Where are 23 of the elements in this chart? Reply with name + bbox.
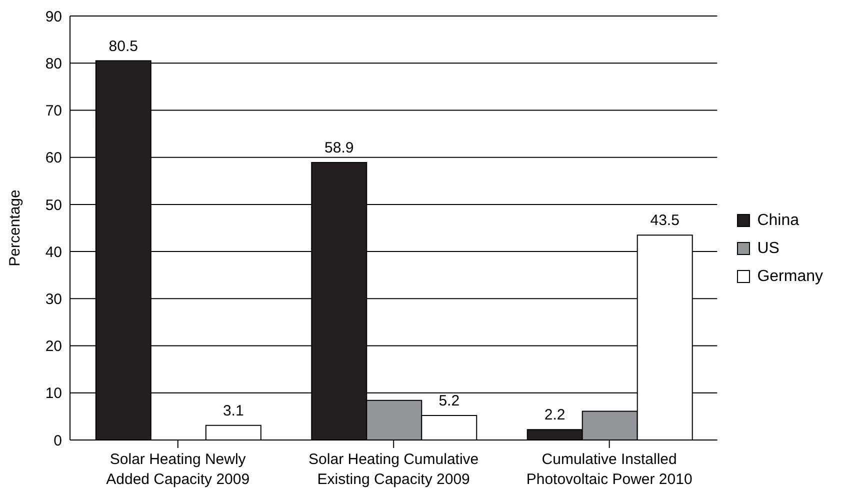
legend-label: US	[757, 240, 780, 258]
y-tick-label: 10	[45, 385, 62, 402]
data-label: 2.2	[544, 406, 566, 424]
x-tick-label: Cumulative Installed Photovoltaic Power 2010	[526, 451, 692, 488]
y-tick-label: 90	[45, 8, 62, 26]
y-axis-title: Percentage	[6, 190, 24, 266]
legend-label: China	[757, 212, 800, 230]
y-tick-label: 60	[45, 150, 62, 167]
data-label: 5.2	[438, 392, 460, 410]
y-tick-label: 70	[45, 102, 62, 120]
y-tick-label: 0	[54, 432, 62, 450]
data-label: 58.9	[324, 140, 354, 157]
x-tick-label: Solar Heating Cumulative Existing Capacity 2009	[308, 451, 479, 488]
data-label: 3.1	[222, 402, 244, 420]
y-tick-label: 80	[45, 55, 62, 72]
x-tick-label: Solar Heating Newly Added Capacity 2009	[106, 451, 250, 488]
data-label: 80.5	[108, 38, 138, 55]
y-tick-label: 30	[45, 290, 62, 308]
y-tick-label: 50	[45, 196, 62, 214]
data-label: 43.5	[650, 212, 680, 230]
legend-label: Germany	[757, 268, 823, 286]
y-tick-label: 20	[45, 338, 62, 356]
y-tick-label: 40	[45, 244, 62, 261]
